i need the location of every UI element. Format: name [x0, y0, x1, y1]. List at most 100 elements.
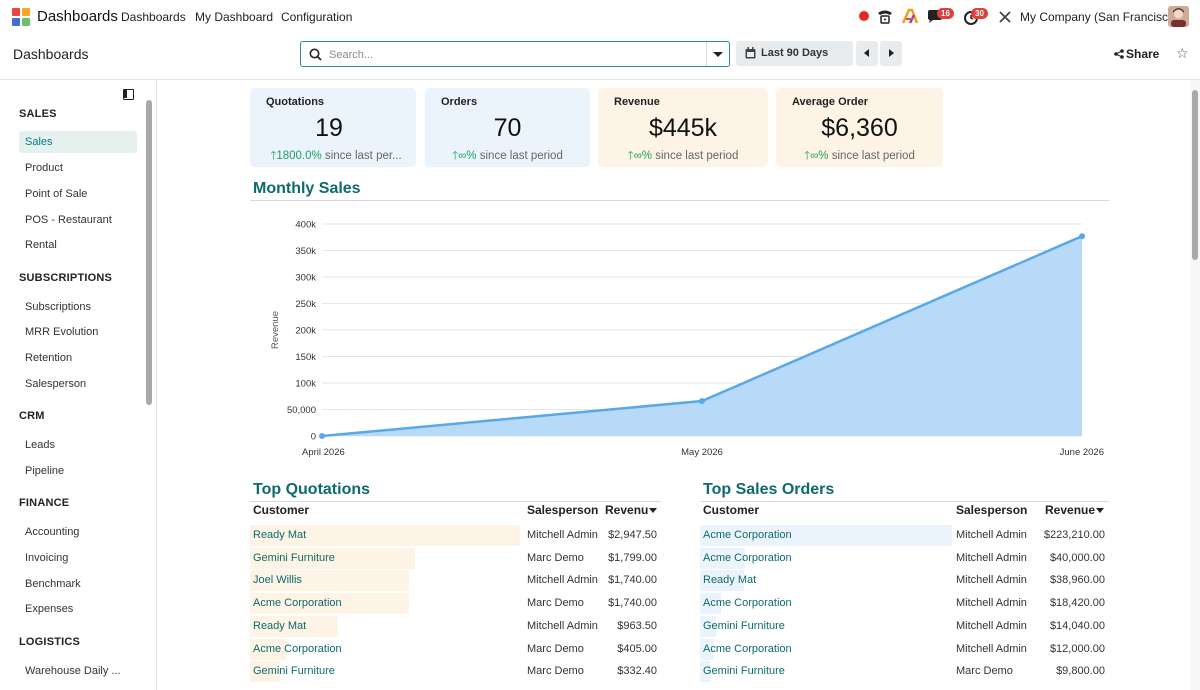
menu-my-dashboard[interactable]: My Dashboard [195, 10, 274, 24]
sidebar-scrollbar-thumb[interactable] [146, 100, 152, 405]
caret-left-icon [864, 49, 869, 57]
cell-customer[interactable]: Ready Mat [703, 574, 757, 587]
cell-customer[interactable]: Acme Corporation [253, 642, 342, 655]
sidebar-item-accounting[interactable]: Accounting [25, 526, 80, 538]
apps-menu-icon[interactable] [12, 8, 30, 26]
cell-customer[interactable]: Acme Corporation [703, 642, 792, 655]
cell-revenue: $40,000.00 [1049, 551, 1105, 564]
table-row[interactable]: Acme Corporation Mitchell Admin $12,000.00 [700, 638, 1109, 661]
search-icon [309, 48, 322, 61]
favorite-star-icon[interactable]: ☆ [1176, 45, 1189, 61]
app-brand[interactable]: Dashboards [37, 8, 118, 25]
sidebar-item-sales[interactable]: Sales [19, 131, 137, 153]
column-header-salesperson[interactable]: Salesperson [527, 503, 599, 517]
table-row[interactable]: Ready Mat Mitchell Admin $963.50 [250, 615, 661, 638]
table-row[interactable]: Gemini Furniture Marc Demo $1,799.00 [250, 547, 661, 570]
sidebar-item-point-of-sale[interactable]: Point of Sale [25, 188, 88, 200]
cell-customer[interactable]: Ready Mat [253, 529, 307, 541]
kpi-change-suffix: since last period [479, 150, 563, 162]
kpi-card-revenue[interactable]: Revenue $445k 🡑∞% since last period [598, 88, 768, 167]
sidebar-item-rental[interactable]: Rental [25, 239, 57, 251]
cell-salesperson: Mitchell Admin [956, 574, 1027, 587]
cell-customer[interactable]: Gemini Furniture [703, 619, 785, 632]
search-input[interactable] [329, 46, 699, 63]
monthly-sales-chart[interactable]: 0 50,000 100k 150k 200k 250k 300k 350k 400k April… [250, 208, 1120, 463]
cell-customer[interactable]: Acme Corporation [703, 551, 792, 564]
sidebar-item-invoicing[interactable]: Invoicing [25, 552, 69, 564]
sidebar-item-salesperson[interactable]: Salesperson [25, 378, 87, 390]
sidebar-item-retention[interactable]: Retention [25, 352, 73, 364]
table-row[interactable]: Ready Mat Mitchell Admin $38,960.00 [700, 570, 1109, 592]
kpi-card-orders[interactable]: Orders 70 🡑∞% since last period [425, 88, 590, 167]
revenue-bar [250, 525, 520, 546]
menu-dashboards[interactable]: Dashboards [121, 10, 186, 24]
data-point[interactable] [1079, 233, 1085, 240]
main-scrollbar-thumb[interactable] [1192, 90, 1198, 260]
column-header-revenue[interactable]: Revenu [605, 503, 658, 517]
table-row[interactable]: Acme Corporation Mitchell Admin $18,420.00 [700, 593, 1109, 615]
cell-salesperson: Marc Demo [527, 597, 584, 610]
phone-icon[interactable] [876, 7, 894, 27]
table-row[interactable]: Acme Corporation Mitchell Admin $40,000.00 [700, 547, 1109, 570]
sidebar-scrollbar[interactable] [146, 90, 152, 680]
sidebar-collapse-icon[interactable] [123, 89, 134, 100]
table-row[interactable]: Acme Corporation Marc Demo $1,740.00 [250, 593, 661, 615]
sidebar-item-mrr-evolution[interactable]: MRR Evolution [25, 326, 99, 338]
y-axis-label: Revenue [270, 311, 281, 349]
cell-customer[interactable]: Gemini Furniture [253, 551, 335, 564]
table-row[interactable]: Joel Willis Mitchell Admin $1,740.00 [250, 570, 661, 592]
tools-icon[interactable] [997, 7, 1013, 27]
sidebar-item-leads[interactable]: Leads [25, 439, 55, 451]
cell-customer[interactable]: Gemini Furniture [703, 665, 785, 678]
revenue-bar [700, 570, 744, 592]
cell-customer[interactable]: Gemini Furniture [253, 665, 335, 678]
column-header-revenue[interactable]: Revenue [1045, 503, 1105, 517]
cell-customer[interactable]: Acme Corporation [703, 529, 792, 541]
user-avatar[interactable] [1168, 6, 1189, 27]
date-filter-button[interactable]: Last 90 Days [736, 41, 853, 66]
column-header-customer[interactable]: Customer [703, 503, 760, 517]
sidebar-item-pipeline[interactable]: Pipeline [25, 465, 65, 477]
column-header-revenue-label: Revenue [1045, 503, 1096, 517]
data-point[interactable] [319, 433, 325, 439]
column-header-salesperson[interactable]: Salesperson [956, 503, 1028, 517]
company-switcher[interactable]: My Company (San Francisco) [1020, 10, 1179, 24]
cell-revenue: $38,960.00 [1049, 574, 1105, 587]
sidebar-item-pos-restaurant[interactable]: POS - Restaurant [25, 214, 112, 226]
cell-customer[interactable]: Ready Mat [253, 619, 307, 632]
sidebar-item-benchmark[interactable]: Benchmark [25, 578, 81, 590]
kpi-card-quotations[interactable]: Quotations 19 🡑1800.0% since last per... [250, 88, 416, 167]
data-point[interactable] [699, 398, 705, 405]
cell-revenue: $1,799.00 [608, 551, 657, 564]
table-row[interactable]: Gemini Furniture Mitchell Admin $14,040.00 [700, 615, 1109, 638]
ai-icon[interactable] [901, 7, 919, 27]
sidebar-item-expenses[interactable]: Expenses [25, 603, 74, 615]
next-period-button[interactable] [880, 41, 902, 66]
main-scrollbar[interactable] [1190, 80, 1200, 690]
top-quotations-divider [250, 501, 661, 502]
kpi-card-average-order[interactable]: Average Order $6,360 🡑∞% since last peri… [776, 88, 943, 167]
kpi-change: 1800.0% [276, 150, 322, 162]
cell-customer[interactable]: Acme Corporation [253, 597, 342, 610]
search-bar[interactable] [300, 41, 730, 67]
search-options-toggle[interactable] [706, 42, 729, 66]
table-row[interactable]: Gemini Furniture Marc Demo $9,800.00 [700, 661, 1109, 683]
sidebar-item-warehouse-daily[interactable]: Warehouse Daily ... [25, 665, 121, 677]
table-row[interactable]: Ready Mat Mitchell Admin $2,947.50 [250, 525, 661, 547]
cell-revenue: $14,040.00 [1049, 619, 1105, 632]
column-header-customer[interactable]: Customer [253, 503, 310, 517]
sidebar-item-subscriptions[interactable]: Subscriptions [25, 301, 92, 313]
menu-configuration[interactable]: Configuration [281, 10, 353, 24]
table-row[interactable]: Acme Corporation Marc Demo $405.00 [250, 638, 661, 661]
previous-period-button[interactable] [856, 41, 878, 66]
share-button[interactable]: Share [1114, 47, 1159, 61]
table-row[interactable]: Gemini Furniture Marc Demo $332.40 [250, 661, 661, 683]
cell-customer[interactable]: Joel Willis [253, 574, 302, 587]
trend-up-arrow-icon: 🡑 [270, 150, 277, 162]
x-tick-label: April 2026 [302, 447, 345, 458]
cell-customer[interactable]: Acme Corporation [703, 597, 792, 610]
cell-salesperson: Mitchell Admin [956, 529, 1027, 541]
table-row[interactable]: Acme Corporation Mitchell Admin $223,210.0… [700, 525, 1109, 547]
sidebar-item-product[interactable]: Product [25, 162, 63, 174]
recording-icon[interactable] [859, 11, 869, 21]
